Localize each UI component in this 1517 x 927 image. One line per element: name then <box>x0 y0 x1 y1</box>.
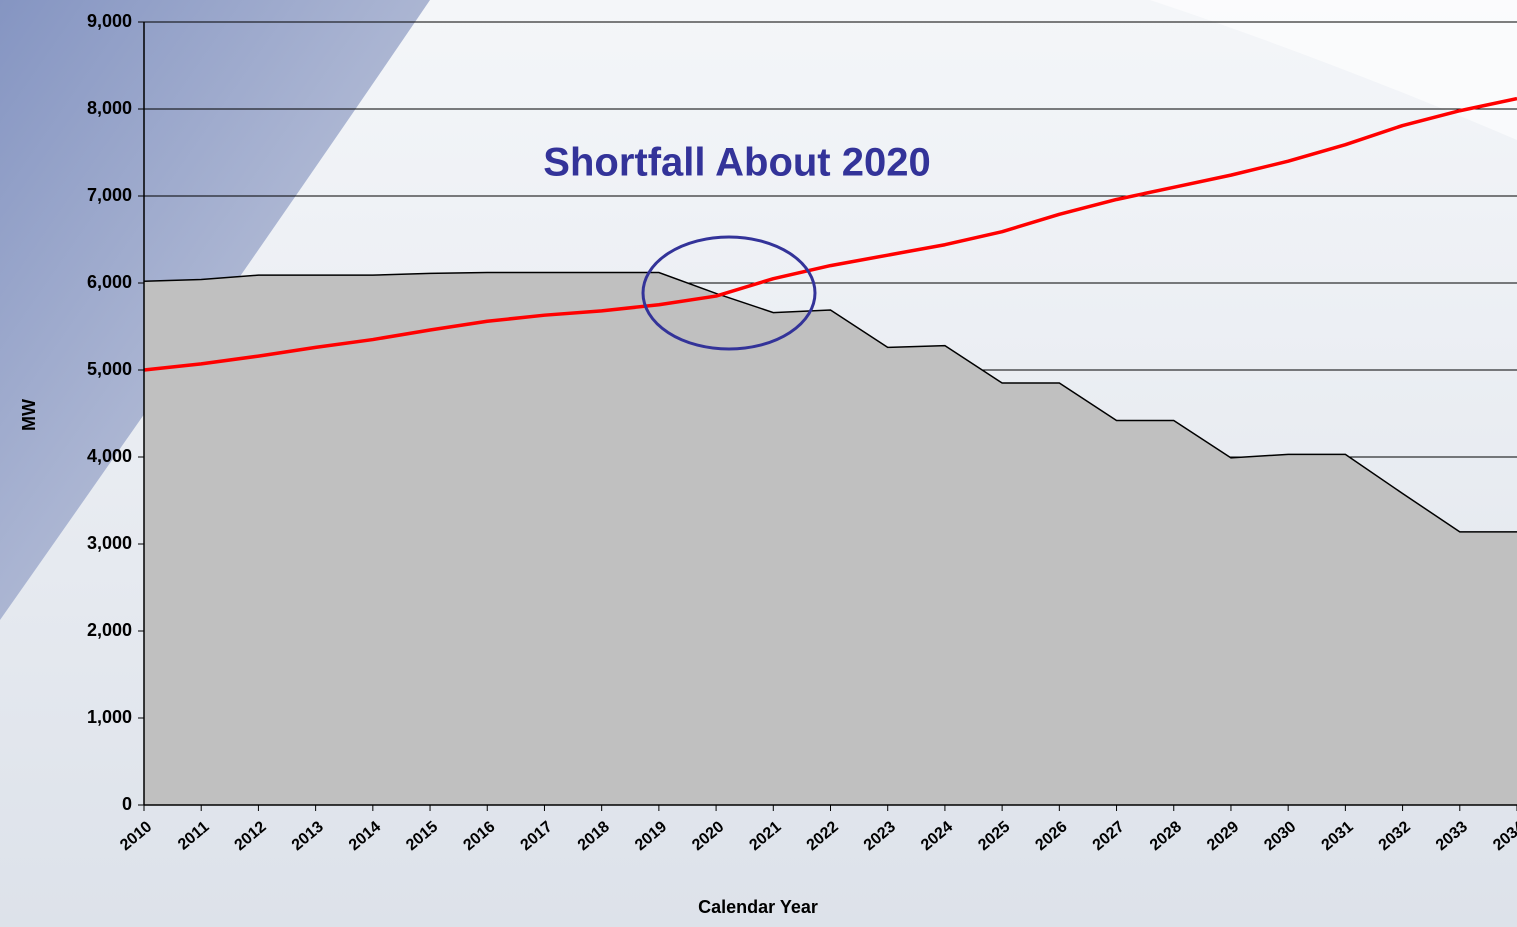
line <box>143 96 1517 372</box>
y-tick-label: 0 <box>122 794 132 814</box>
y-tick-label: 4,000 <box>87 446 132 466</box>
area <box>144 272 1517 805</box>
y-tick-label: 8,000 <box>87 98 132 118</box>
highlight-ellipse <box>641 235 817 351</box>
area-outline <box>143 271 1517 533</box>
y-tick-label: 9,000 <box>87 11 132 31</box>
background-swoosh <box>1150 0 1517 140</box>
y-tick-label: 2,000 <box>87 620 132 640</box>
x-axis-label: Calendar Year <box>698 897 818 917</box>
y-tick-label: 1,000 <box>87 707 132 727</box>
y-tick-label: 5,000 <box>87 359 132 379</box>
y-tick-label: 6,000 <box>87 272 132 292</box>
annotation: Shortfall About 2020 <box>543 141 930 185</box>
y-axis-label: MW <box>19 399 39 431</box>
series <box>143 96 1517 805</box>
y-tick-label: 3,000 <box>87 533 132 553</box>
y-tick-label: 7,000 <box>87 185 132 205</box>
